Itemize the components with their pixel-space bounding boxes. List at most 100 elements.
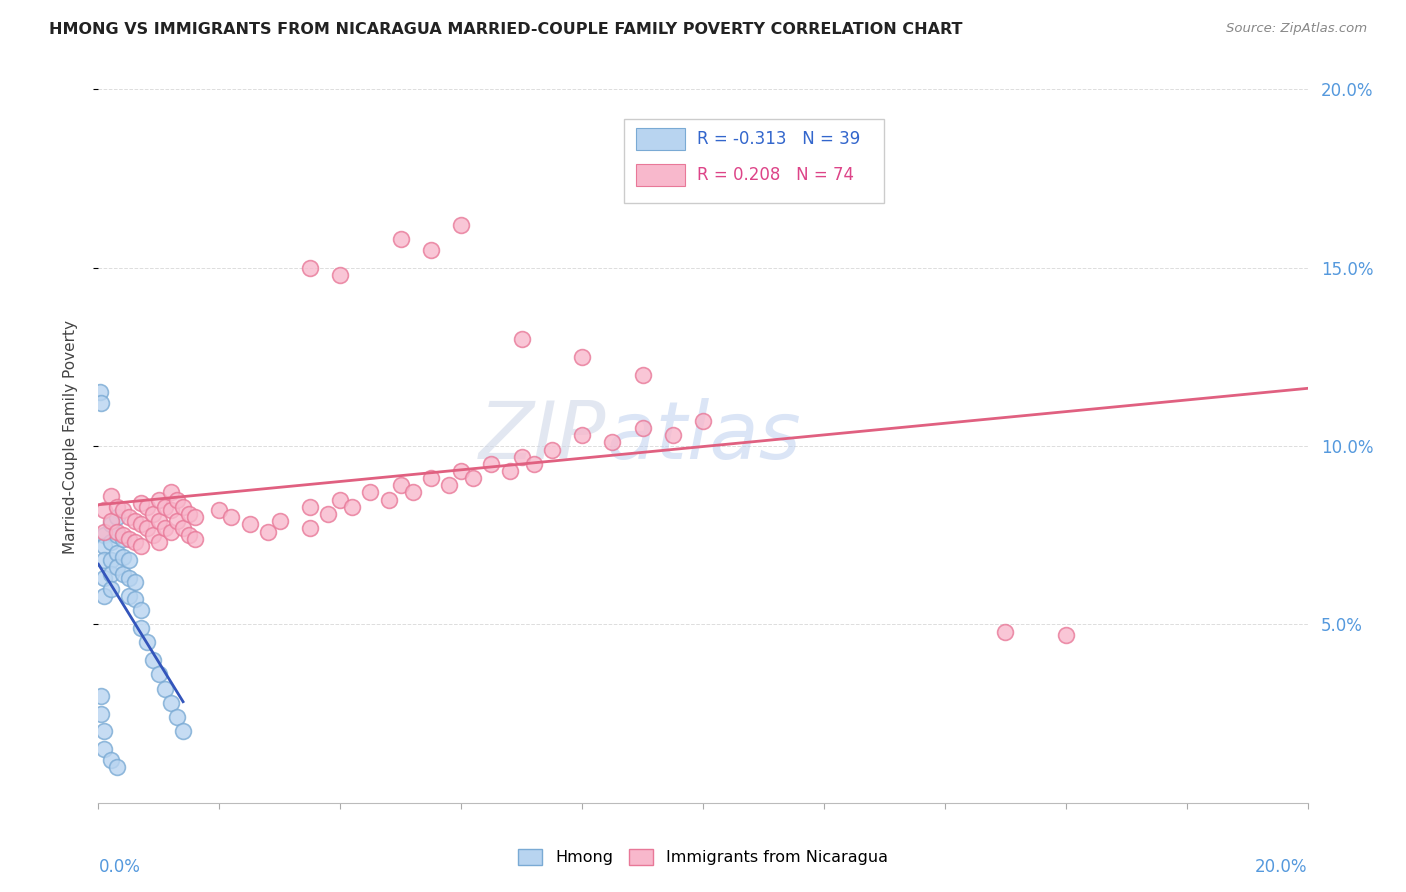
Point: [100, 517, 122, 532]
Point: [172, 521, 194, 535]
Point: [179, 528, 201, 542]
Point: [450, 218, 472, 232]
Point: [124, 514, 146, 528]
Point: [105, 510, 128, 524]
Point: [661, 428, 683, 442]
Point: [111, 503, 134, 517]
Point: [360, 485, 382, 500]
Text: atlas: atlas: [606, 398, 801, 476]
Point: [90, 689, 112, 703]
Point: [602, 435, 624, 450]
Point: [93, 539, 115, 553]
FancyBboxPatch shape: [637, 128, 685, 150]
Point: [93, 724, 115, 739]
Text: Source: ZipAtlas.com: Source: ZipAtlas.com: [1226, 22, 1367, 36]
Point: [124, 574, 146, 589]
Point: [105, 524, 128, 539]
Point: [135, 635, 157, 649]
Point: [299, 500, 322, 514]
Point: [89, 385, 111, 400]
Y-axis label: Married-Couple Family Poverty: Married-Couple Family Poverty: [63, 320, 77, 554]
Point: [118, 510, 141, 524]
Point: [93, 742, 115, 756]
Point: [239, 517, 262, 532]
Point: [93, 503, 115, 517]
Point: [208, 503, 231, 517]
Point: [420, 243, 443, 257]
Point: [510, 332, 533, 346]
Point: [166, 514, 188, 528]
Point: [631, 368, 654, 382]
FancyBboxPatch shape: [637, 164, 685, 186]
Point: [377, 492, 399, 507]
Point: [692, 414, 714, 428]
Point: [571, 350, 593, 364]
Point: [129, 517, 152, 532]
Point: [135, 500, 157, 514]
Point: [93, 571, 115, 585]
Point: [269, 514, 291, 528]
Point: [523, 457, 546, 471]
Point: [100, 514, 122, 528]
Point: [329, 268, 352, 282]
Point: [153, 681, 176, 696]
Point: [118, 532, 141, 546]
Point: [256, 524, 278, 539]
Text: R = 0.208   N = 74: R = 0.208 N = 74: [697, 166, 853, 185]
Point: [172, 724, 194, 739]
Point: [166, 710, 188, 724]
Point: [160, 524, 183, 539]
Point: [93, 589, 115, 603]
Text: HMONG VS IMMIGRANTS FROM NICARAGUA MARRIED-COUPLE FAMILY POVERTY CORRELATION CHA: HMONG VS IMMIGRANTS FROM NICARAGUA MARRI…: [49, 22, 963, 37]
Point: [437, 478, 460, 492]
Point: [299, 521, 322, 535]
Point: [450, 464, 472, 478]
Point: [90, 396, 112, 410]
Legend: Hmong, Immigrants from Nicaragua: Hmong, Immigrants from Nicaragua: [512, 842, 894, 871]
Point: [184, 532, 207, 546]
Point: [540, 442, 562, 457]
Text: 0.0%: 0.0%: [98, 858, 141, 876]
Text: R = -0.313   N = 39: R = -0.313 N = 39: [697, 129, 860, 148]
Point: [129, 539, 152, 553]
Point: [100, 582, 122, 596]
Point: [402, 485, 425, 500]
Point: [105, 560, 128, 574]
Point: [389, 232, 412, 246]
Point: [124, 535, 146, 549]
Point: [184, 510, 207, 524]
Point: [105, 546, 128, 560]
Point: [481, 457, 503, 471]
Point: [118, 589, 141, 603]
Point: [142, 507, 165, 521]
Point: [124, 592, 146, 607]
Point: [111, 532, 134, 546]
Point: [166, 492, 188, 507]
Point: [153, 500, 176, 514]
Point: [100, 489, 122, 503]
Point: [148, 492, 170, 507]
Point: [148, 514, 170, 528]
Point: [100, 535, 122, 549]
Point: [316, 507, 339, 521]
Point: [93, 553, 115, 567]
Point: [100, 567, 122, 582]
Point: [100, 753, 122, 767]
Point: [510, 450, 533, 464]
Point: [93, 528, 115, 542]
Point: [160, 503, 183, 517]
Point: [498, 464, 520, 478]
Point: [135, 521, 157, 535]
Point: [118, 571, 141, 585]
Point: [389, 478, 412, 492]
Point: [172, 500, 194, 514]
Point: [93, 524, 115, 539]
Point: [148, 667, 170, 681]
Point: [1054, 628, 1077, 642]
Point: [153, 521, 176, 535]
Point: [463, 471, 485, 485]
Point: [111, 528, 134, 542]
FancyBboxPatch shape: [624, 119, 884, 203]
Point: [129, 621, 152, 635]
Point: [129, 603, 152, 617]
